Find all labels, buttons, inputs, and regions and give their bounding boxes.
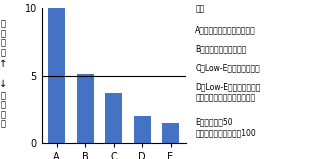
Text: 熱: 熱 [1, 100, 6, 109]
Bar [48, 8, 65, 143]
Text: 熱: 熱 [1, 29, 6, 38]
Text: 性: 性 [1, 110, 6, 119]
Text: 大: 大 [1, 120, 6, 128]
Text: E：断熱材厚50
　　＋コンクリート厚100: E：断熱材厚50 ＋コンクリート厚100 [195, 117, 256, 137]
Text: ↓: ↓ [0, 79, 7, 89]
Text: 断: 断 [1, 91, 6, 100]
Bar [105, 93, 122, 143]
Text: 凡例: 凡例 [195, 5, 204, 14]
Text: 断: 断 [1, 19, 6, 28]
Bar [76, 74, 94, 143]
Bar [162, 123, 179, 143]
Text: 性: 性 [1, 38, 6, 47]
Text: C：Low-Eガラス（複層）: C：Low-Eガラス（複層） [195, 64, 260, 73]
Text: D：Low-Eガラス（複層）
　　＋プラスチックフィルム: D：Low-Eガラス（複層） ＋プラスチックフィルム [195, 83, 260, 103]
Text: B：透明ガラス（複層）: B：透明ガラス（複層） [195, 45, 247, 54]
Bar [133, 116, 151, 143]
Text: ↑: ↑ [0, 59, 7, 69]
Text: A：透明ガラス（シングル）: A：透明ガラス（シングル） [195, 25, 256, 35]
Text: 小: 小 [1, 48, 6, 57]
